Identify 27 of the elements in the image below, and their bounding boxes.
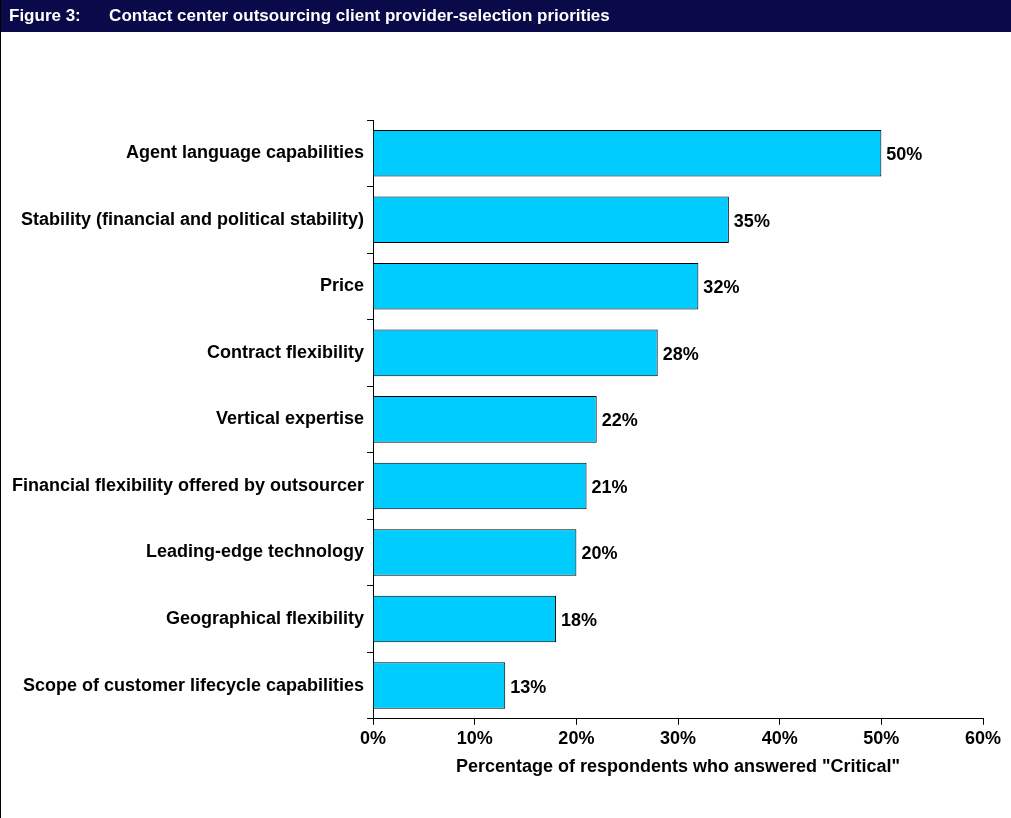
- chart-title: Figure 3: Contact center outsourcing client provider-selection priorities: [1, 0, 1011, 32]
- x-tick-label: 40%: [761, 727, 798, 748]
- x-axis-title: Percentage of respondents who answered "Critical": [455, 756, 901, 777]
- y-tick-label: Financial flexibility offered by outsourcer: [11, 474, 365, 495]
- data-label: 35%: [733, 210, 770, 231]
- x-tick-label: 60%: [964, 727, 1002, 748]
- y-tick-label: Agent language capabilities: [126, 142, 365, 163]
- data-label: 32%: [703, 277, 740, 298]
- y-tick-label: Price: [320, 275, 365, 296]
- x-tick-label: 50%: [863, 727, 900, 748]
- y-tick-label: Vertical expertise: [215, 408, 365, 429]
- data-label: 13%: [510, 676, 547, 697]
- data-label: 50%: [886, 144, 923, 165]
- y-tick-label: Scope of customer lifecycle capabilities: [22, 674, 365, 695]
- y-tick-label: Geographical flexibility: [166, 607, 365, 628]
- data-label: 18%: [561, 609, 598, 630]
- x-tick-label: 0%: [360, 727, 387, 748]
- x-tick-label: 30%: [660, 727, 697, 748]
- y-tick-label: Leading-edge technology: [146, 541, 365, 562]
- data-label: 22%: [601, 410, 638, 431]
- data-label: 28%: [662, 343, 699, 364]
- x-tick-label: 10%: [456, 727, 493, 748]
- x-tick-label: 20%: [558, 727, 595, 748]
- y-tick-label: Stability (financial and political stability): [21, 208, 365, 229]
- y-tick-label: Contract flexibility: [207, 341, 365, 362]
- data-label: 21%: [591, 476, 628, 497]
- data-label: 20%: [581, 543, 618, 564]
